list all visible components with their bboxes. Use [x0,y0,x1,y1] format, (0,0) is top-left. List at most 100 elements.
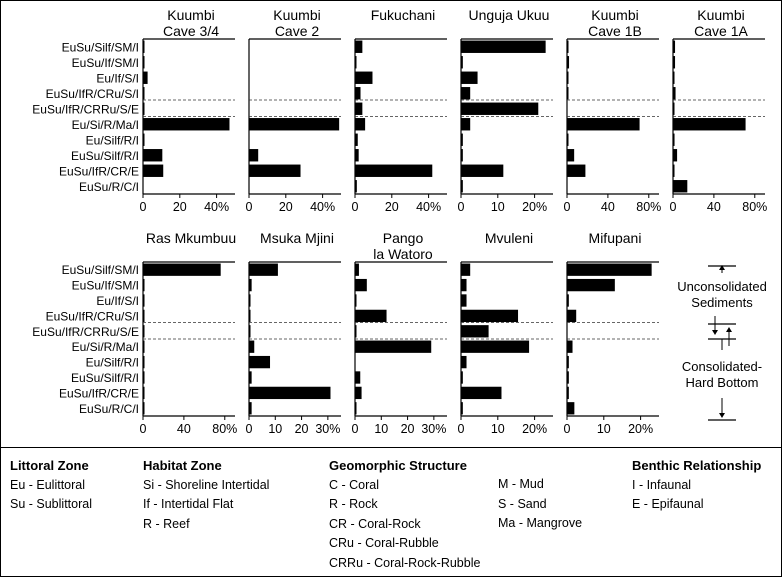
key-upper-label: Unconsolidated [677,279,767,294]
bar [249,149,259,162]
bar [567,294,569,307]
legend-item: Su - Sublittoral [10,497,92,511]
bar [567,118,640,131]
legend-item: S - Sand [498,496,547,511]
panel-title: Kuumbi [273,7,320,23]
bar [567,340,573,353]
x-tick-label: 0 [458,422,465,436]
key-arrow-head [719,413,725,418]
category-label: EuSu/Silf/R/I [71,371,139,385]
category-label: EuSu/If/SM/I [72,279,139,293]
bar [673,56,676,69]
bar [567,133,569,146]
bar [355,40,363,53]
bar [355,402,357,415]
bar [143,355,145,369]
bar [461,87,471,100]
category-label: EuSu/Silf/SM/I [62,40,139,54]
x-tick-label: 20% [628,422,653,436]
abbreviation-legend: Littoral Zone Eu - Eulittoral Su - Sublitt… [0,447,782,578]
panel-title: Cave 2 [275,23,320,39]
bar [567,371,569,384]
x-tick-label: 40% [416,200,441,214]
category-label: EuSu/IfR/CR/E [59,164,139,178]
bar [461,386,502,400]
x-tick-label: 10 [491,422,505,436]
bar [461,56,463,69]
bar [673,180,688,193]
panel-title: Unguja Ukuu [469,7,550,23]
bar [567,402,575,415]
legend-item: CR - Coral-Rock [329,516,421,531]
panel-title: la Watoro [373,246,433,262]
bar [355,133,358,146]
x-tick-label: 20 [279,200,293,214]
bar [567,164,586,177]
bar [461,40,546,53]
bar [567,87,569,100]
bar [355,386,362,400]
bar [143,118,230,131]
bar [461,340,530,353]
bar [673,102,675,115]
bar [143,340,145,353]
key-upper-label: Sediments [691,295,753,310]
legend-item: Ma - Mangrove [498,516,583,530]
bar [249,355,271,369]
x-tick-label: 10 [491,200,505,214]
bar [461,118,471,131]
key-arrow-head [719,265,725,270]
x-tick-label: 0 [352,200,359,214]
bar [143,371,145,384]
bar [143,56,145,69]
x-tick-label: 80% [742,200,767,214]
bar [249,309,251,323]
x-tick-label: 0 [140,200,147,214]
panel-title: Pango [383,230,424,246]
bar [249,278,252,292]
bar [461,149,463,162]
bar [143,164,164,177]
bar [673,87,676,100]
category-label: EuSu/IfR/CRu/S/I [46,87,139,101]
bar [143,325,145,338]
category-label: Eu/If/S/I [96,294,139,308]
legend-item: C - Coral [329,477,380,492]
category-label: EuSu/IfR/CR/E [59,386,139,400]
x-tick-label: 80% [636,200,661,214]
bar [143,402,145,415]
bar [249,325,251,338]
bar [143,294,145,307]
panel-title: Cave 3/4 [163,23,219,39]
legend-column: Benthic Relationship I - Infaunal E - Epif… [632,456,761,515]
bar [143,87,145,100]
category-label: EuSu/Silf/SM/I [62,263,139,277]
panel-title: Mifupani [589,230,642,246]
legend-heading: Geomorphic Structure [329,458,467,473]
bar [461,164,504,177]
bar [143,278,145,292]
x-tick-label: 0 [246,422,253,436]
bar [461,71,478,84]
legend-column: M - Mud S - Sand Ma - Mangrove [498,475,582,534]
x-tick-label: 20% [522,200,547,214]
legend-item: Eu - Eulittoral [10,477,86,492]
bar [143,102,145,115]
bar [567,71,569,84]
category-label: EuSu/R/C/I [79,180,139,194]
x-tick-label: 40 [601,200,615,214]
legend-heading: Littoral Zone [10,458,89,473]
bar [673,118,746,131]
panel-title: Cave 1B [588,23,642,39]
panel-title: Mvuleni [485,230,533,246]
bar [143,149,163,162]
bar [355,371,361,384]
x-tick-label: 20 [401,422,415,436]
bar [567,386,569,400]
key-lower-label: Hard Bottom [686,375,759,390]
x-tick-label: 40% [204,200,229,214]
bar [461,294,467,307]
category-label: EuSu/IfR/CRRu/S/E [32,102,139,116]
legend-item: I - Infaunal [632,477,692,492]
bar [567,149,575,162]
